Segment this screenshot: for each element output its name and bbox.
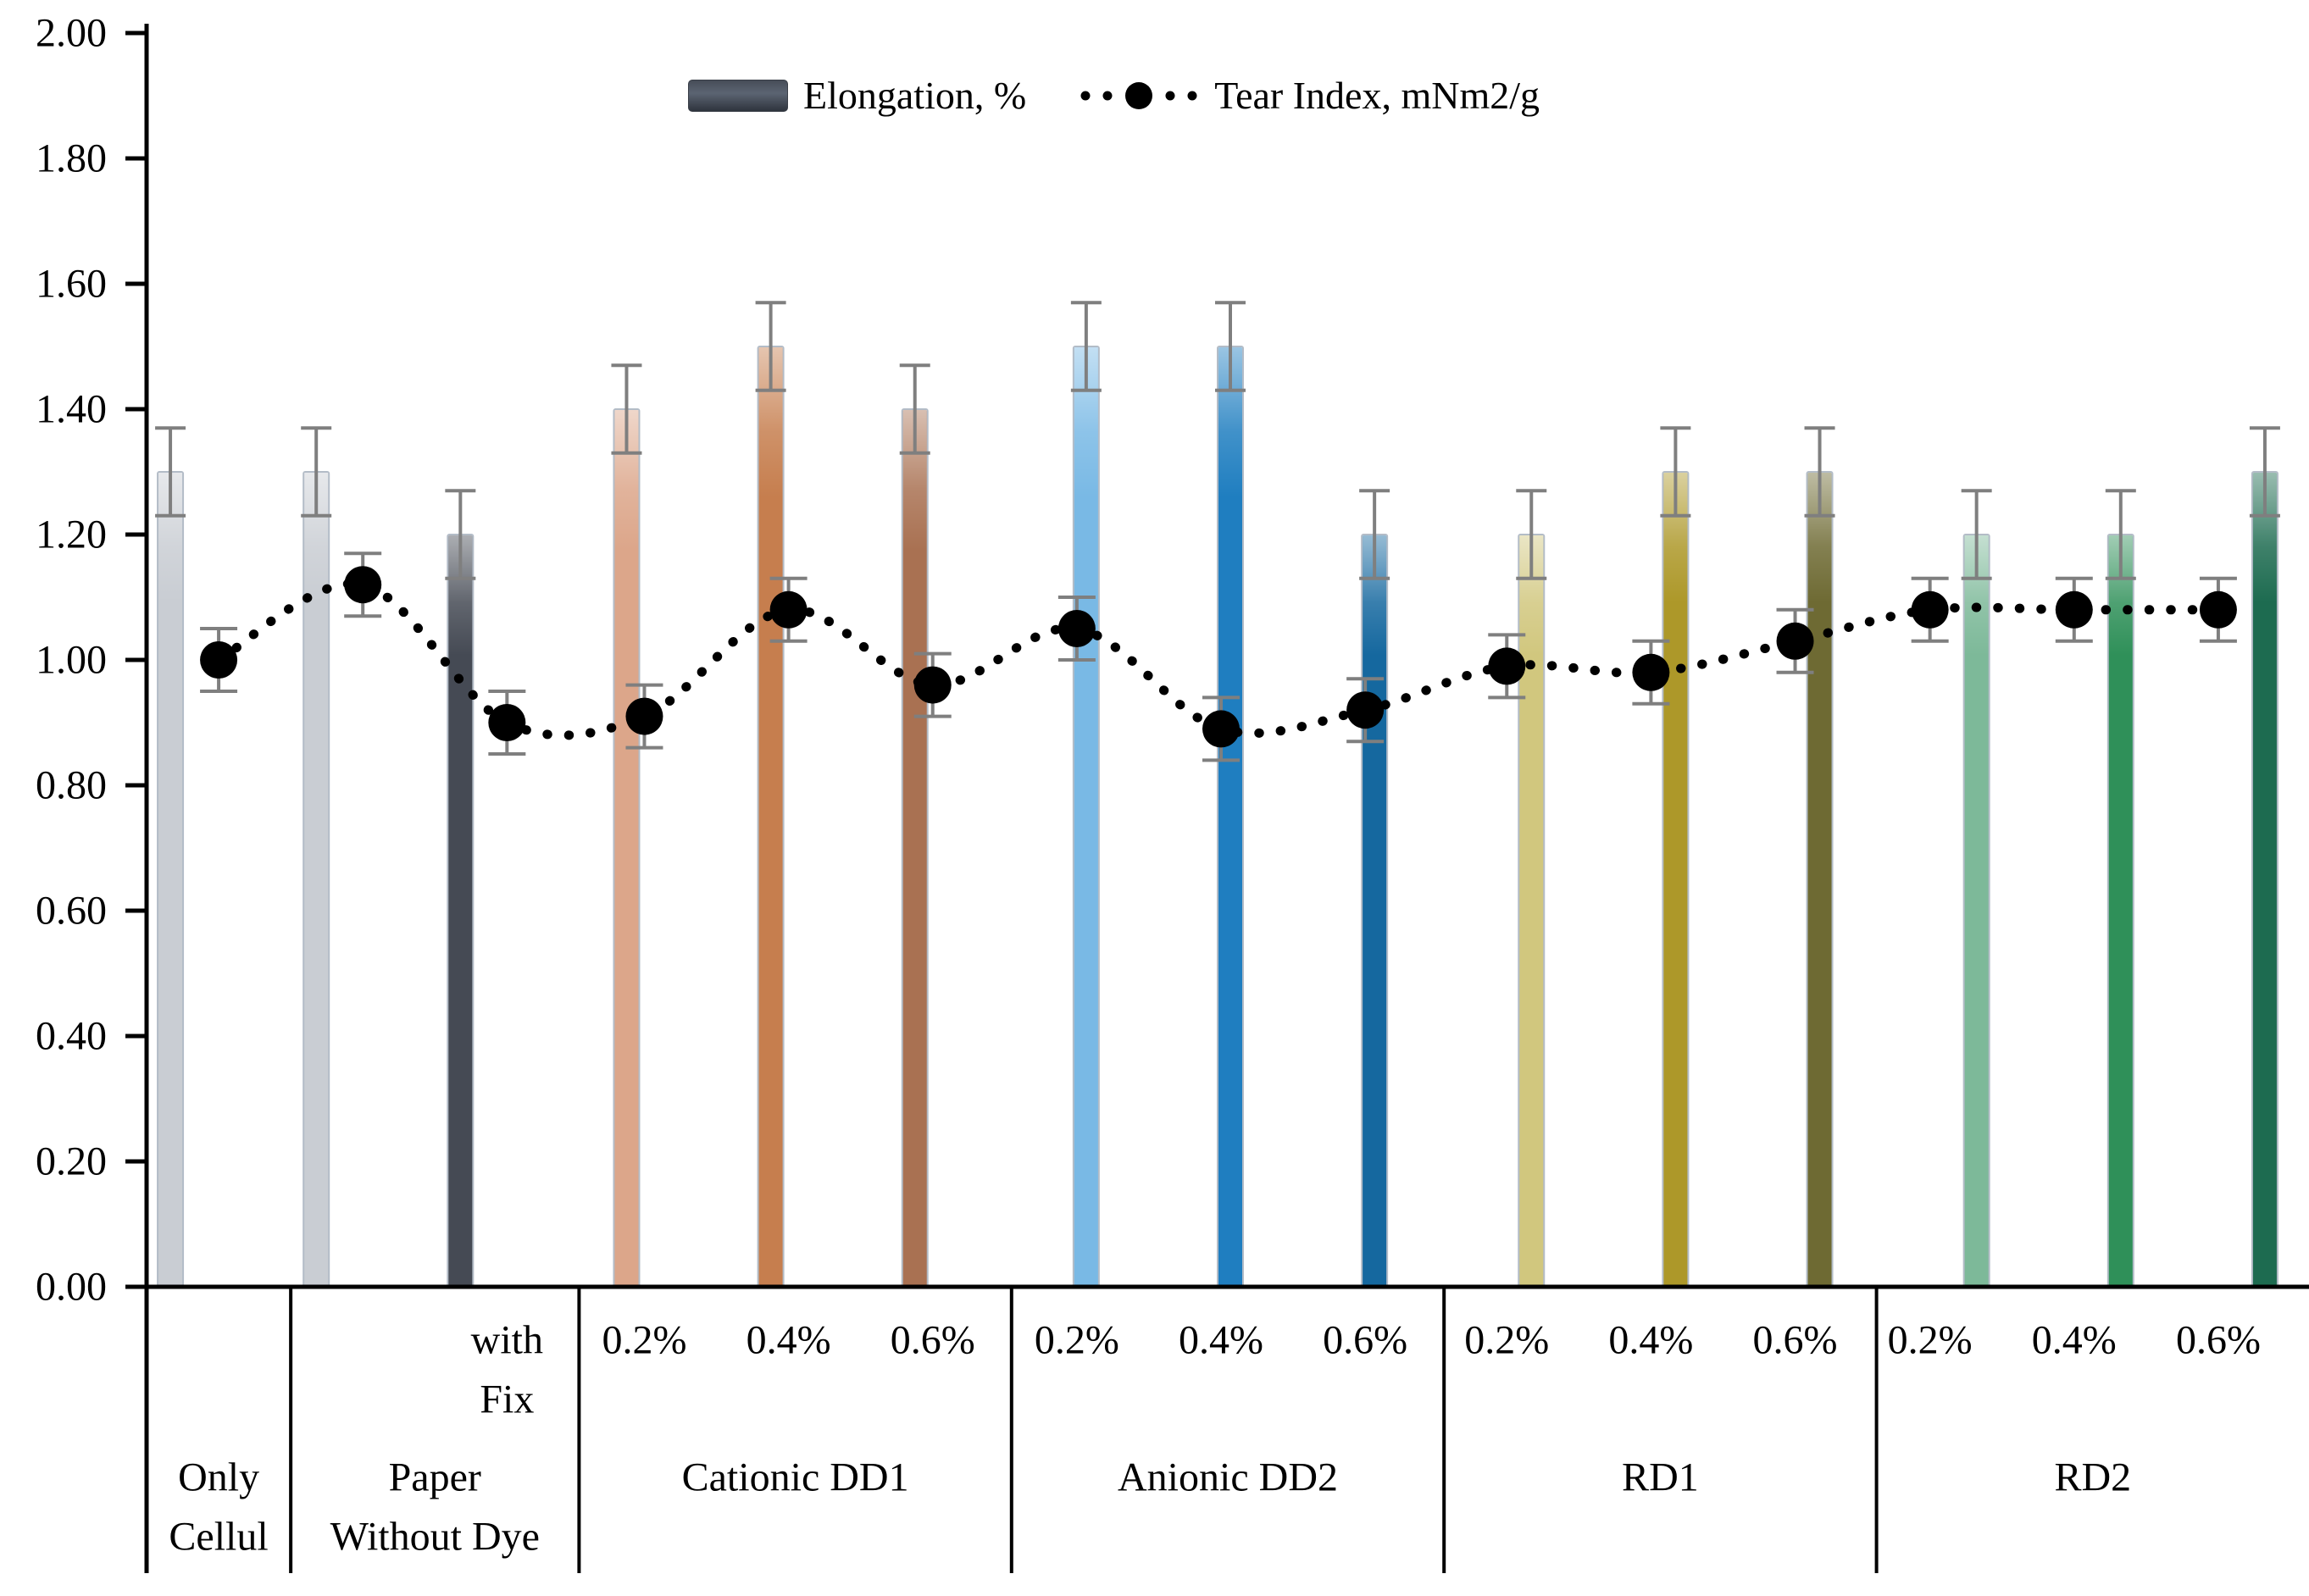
elongation-bar-sheen xyxy=(1519,535,1544,1286)
x-group-label: Cationic DD1 xyxy=(682,1455,909,1500)
tear-index-point xyxy=(913,666,952,704)
tear-index-point xyxy=(488,704,526,741)
tear-index-point xyxy=(1776,622,1814,660)
elongation-bar-sheen xyxy=(448,535,473,1286)
y-tick-label: 1.40 xyxy=(36,387,107,432)
x-sub-label: 0.2% xyxy=(1464,1318,1549,1363)
y-tick-label: 1.80 xyxy=(36,136,107,181)
y-tick-label: 1.00 xyxy=(36,638,107,683)
x-sub-label: 0.4% xyxy=(747,1318,831,1363)
legend: Elongation, % Tear Index, mNm2/g xyxy=(688,73,1540,118)
elongation-bar-sheen xyxy=(614,410,639,1286)
x-sub-label: with xyxy=(471,1318,543,1363)
tear-index-point xyxy=(2199,590,2237,629)
tear-index-point xyxy=(2055,590,2093,629)
y-tick-label: 1.20 xyxy=(36,513,107,557)
y-tick-label: 0.20 xyxy=(36,1139,107,1184)
tear-index-point xyxy=(1346,691,1385,729)
x-sub-label: 0.6% xyxy=(1323,1318,1407,1363)
y-tick-label: 0.80 xyxy=(36,763,107,808)
x-group-label: Cellul xyxy=(169,1515,268,1560)
y-tick-label: 2.00 xyxy=(36,11,107,56)
elongation-bar-sheen xyxy=(2252,473,2277,1286)
x-group-label: RD2 xyxy=(2054,1455,2131,1500)
x-sub-label: 0.2% xyxy=(602,1318,686,1363)
tear-index-point xyxy=(625,697,663,735)
x-sub-label: 0.6% xyxy=(2176,1318,2261,1363)
y-tick-label: 1.60 xyxy=(36,262,107,307)
x-sub-label: 0.6% xyxy=(1753,1318,1838,1363)
x-sub-label: 0.6% xyxy=(891,1318,975,1363)
elongation-bar-sheen xyxy=(158,473,183,1286)
legend-label-elongation: Elongation, % xyxy=(803,74,1027,117)
y-tick-label: 0.40 xyxy=(36,1014,107,1059)
legend-item-elongation: Elongation, % xyxy=(688,73,1026,118)
legend-label-tear-index: Tear Index, mNm2/g xyxy=(1214,74,1540,117)
elongation-bar-sheen xyxy=(1218,347,1242,1286)
elongation-bar-sheen xyxy=(1807,473,1832,1286)
y-tick-label: 0.60 xyxy=(36,889,107,934)
x-group-label: Without Dye xyxy=(330,1515,540,1560)
tear-index-point xyxy=(200,641,238,679)
elongation-bar-sheen xyxy=(304,473,329,1286)
x-sub-label: 0.4% xyxy=(2032,1318,2117,1363)
elongation-bar-sheen xyxy=(1363,535,1387,1286)
tear-index-point xyxy=(769,590,808,629)
x-sub-label: 0.4% xyxy=(1179,1318,1263,1363)
tear-index-point xyxy=(1632,653,1670,691)
y-tick-label: 0.00 xyxy=(36,1265,107,1310)
elongation-bar-sheen xyxy=(1663,473,1688,1286)
tear-index-marker-sample-icon xyxy=(1080,81,1197,109)
elongation-bar-sheen xyxy=(902,410,927,1286)
legend-item-tear-index: Tear Index, mNm2/g xyxy=(1079,73,1540,118)
elongation-bar-swatch xyxy=(688,79,788,112)
elongation-bar-sheen xyxy=(2108,535,2133,1286)
elongation-bar-sheen xyxy=(758,347,783,1286)
x-sub-label: 0.2% xyxy=(1035,1318,1119,1363)
x-group-label: Paper xyxy=(389,1455,481,1500)
tear-index-dotted-line xyxy=(214,579,2223,740)
tear-index-point xyxy=(1202,710,1240,748)
tear-index-point xyxy=(1911,590,1949,629)
x-group-label: Only xyxy=(178,1455,259,1500)
tear-index-point xyxy=(1488,647,1526,685)
tear-index-point xyxy=(344,566,382,604)
x-group-label: Anionic DD2 xyxy=(1118,1455,1338,1500)
x-sub-label: Fix xyxy=(480,1377,534,1422)
tear-index-point xyxy=(1057,610,1096,647)
x-sub-label: 0.2% xyxy=(1888,1318,1973,1363)
x-sub-label: 0.4% xyxy=(1608,1318,1693,1363)
elongation-bar-sheen xyxy=(1964,535,1989,1286)
elongation-bar-sheen xyxy=(1074,347,1098,1286)
x-group-label: RD1 xyxy=(1622,1455,1699,1500)
